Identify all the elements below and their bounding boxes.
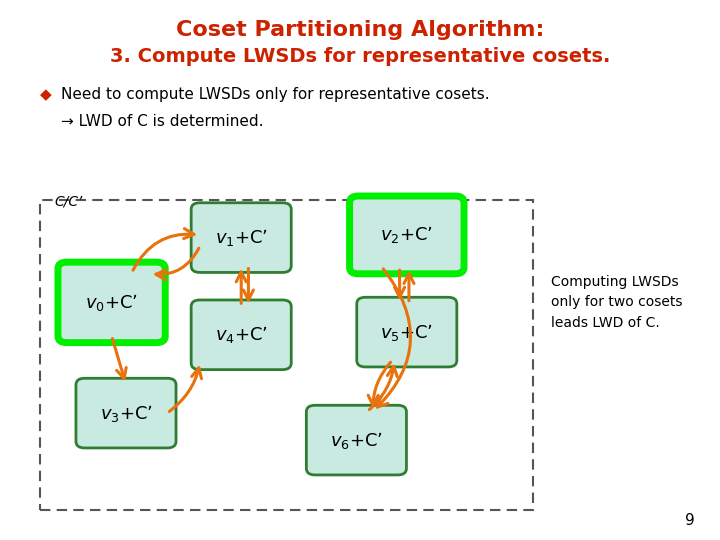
Text: Coset Partitioning Algorithm:: Coset Partitioning Algorithm:	[176, 19, 544, 40]
FancyBboxPatch shape	[192, 202, 291, 272]
Text: Computing LWSDs
only for two cosets
leads LWD of C.: Computing LWSDs only for two cosets lead…	[551, 275, 683, 330]
FancyBboxPatch shape	[76, 378, 176, 448]
Text: $v_{2}$+C’: $v_{2}$+C’	[380, 225, 433, 245]
Text: ◆: ◆	[40, 87, 51, 102]
Text: $v_{3}$+C’: $v_{3}$+C’	[99, 403, 153, 423]
FancyBboxPatch shape	[58, 262, 165, 342]
Text: Need to compute LWSDs only for representative cosets.: Need to compute LWSDs only for represent…	[61, 87, 490, 102]
FancyBboxPatch shape	[356, 297, 456, 367]
Text: → LWD of C is determined.: → LWD of C is determined.	[61, 114, 264, 129]
Text: $v_{0}$+C’: $v_{0}$+C’	[85, 292, 138, 313]
Text: $v_{4}$+C’: $v_{4}$+C’	[215, 325, 268, 345]
Text: $v_{5}$+C’: $v_{5}$+C’	[380, 322, 433, 342]
Text: 9: 9	[685, 513, 695, 528]
Text: 3. Compute LWSDs for representative cosets.: 3. Compute LWSDs for representative cose…	[110, 47, 610, 66]
Text: $v_{1}$+C’: $v_{1}$+C’	[215, 227, 268, 248]
Text: C/C’: C/C’	[54, 194, 82, 208]
Text: $v_{6}$+C’: $v_{6}$+C’	[330, 430, 383, 450]
FancyBboxPatch shape	[192, 300, 291, 369]
FancyBboxPatch shape	[349, 196, 464, 274]
FancyBboxPatch shape	[307, 405, 406, 475]
